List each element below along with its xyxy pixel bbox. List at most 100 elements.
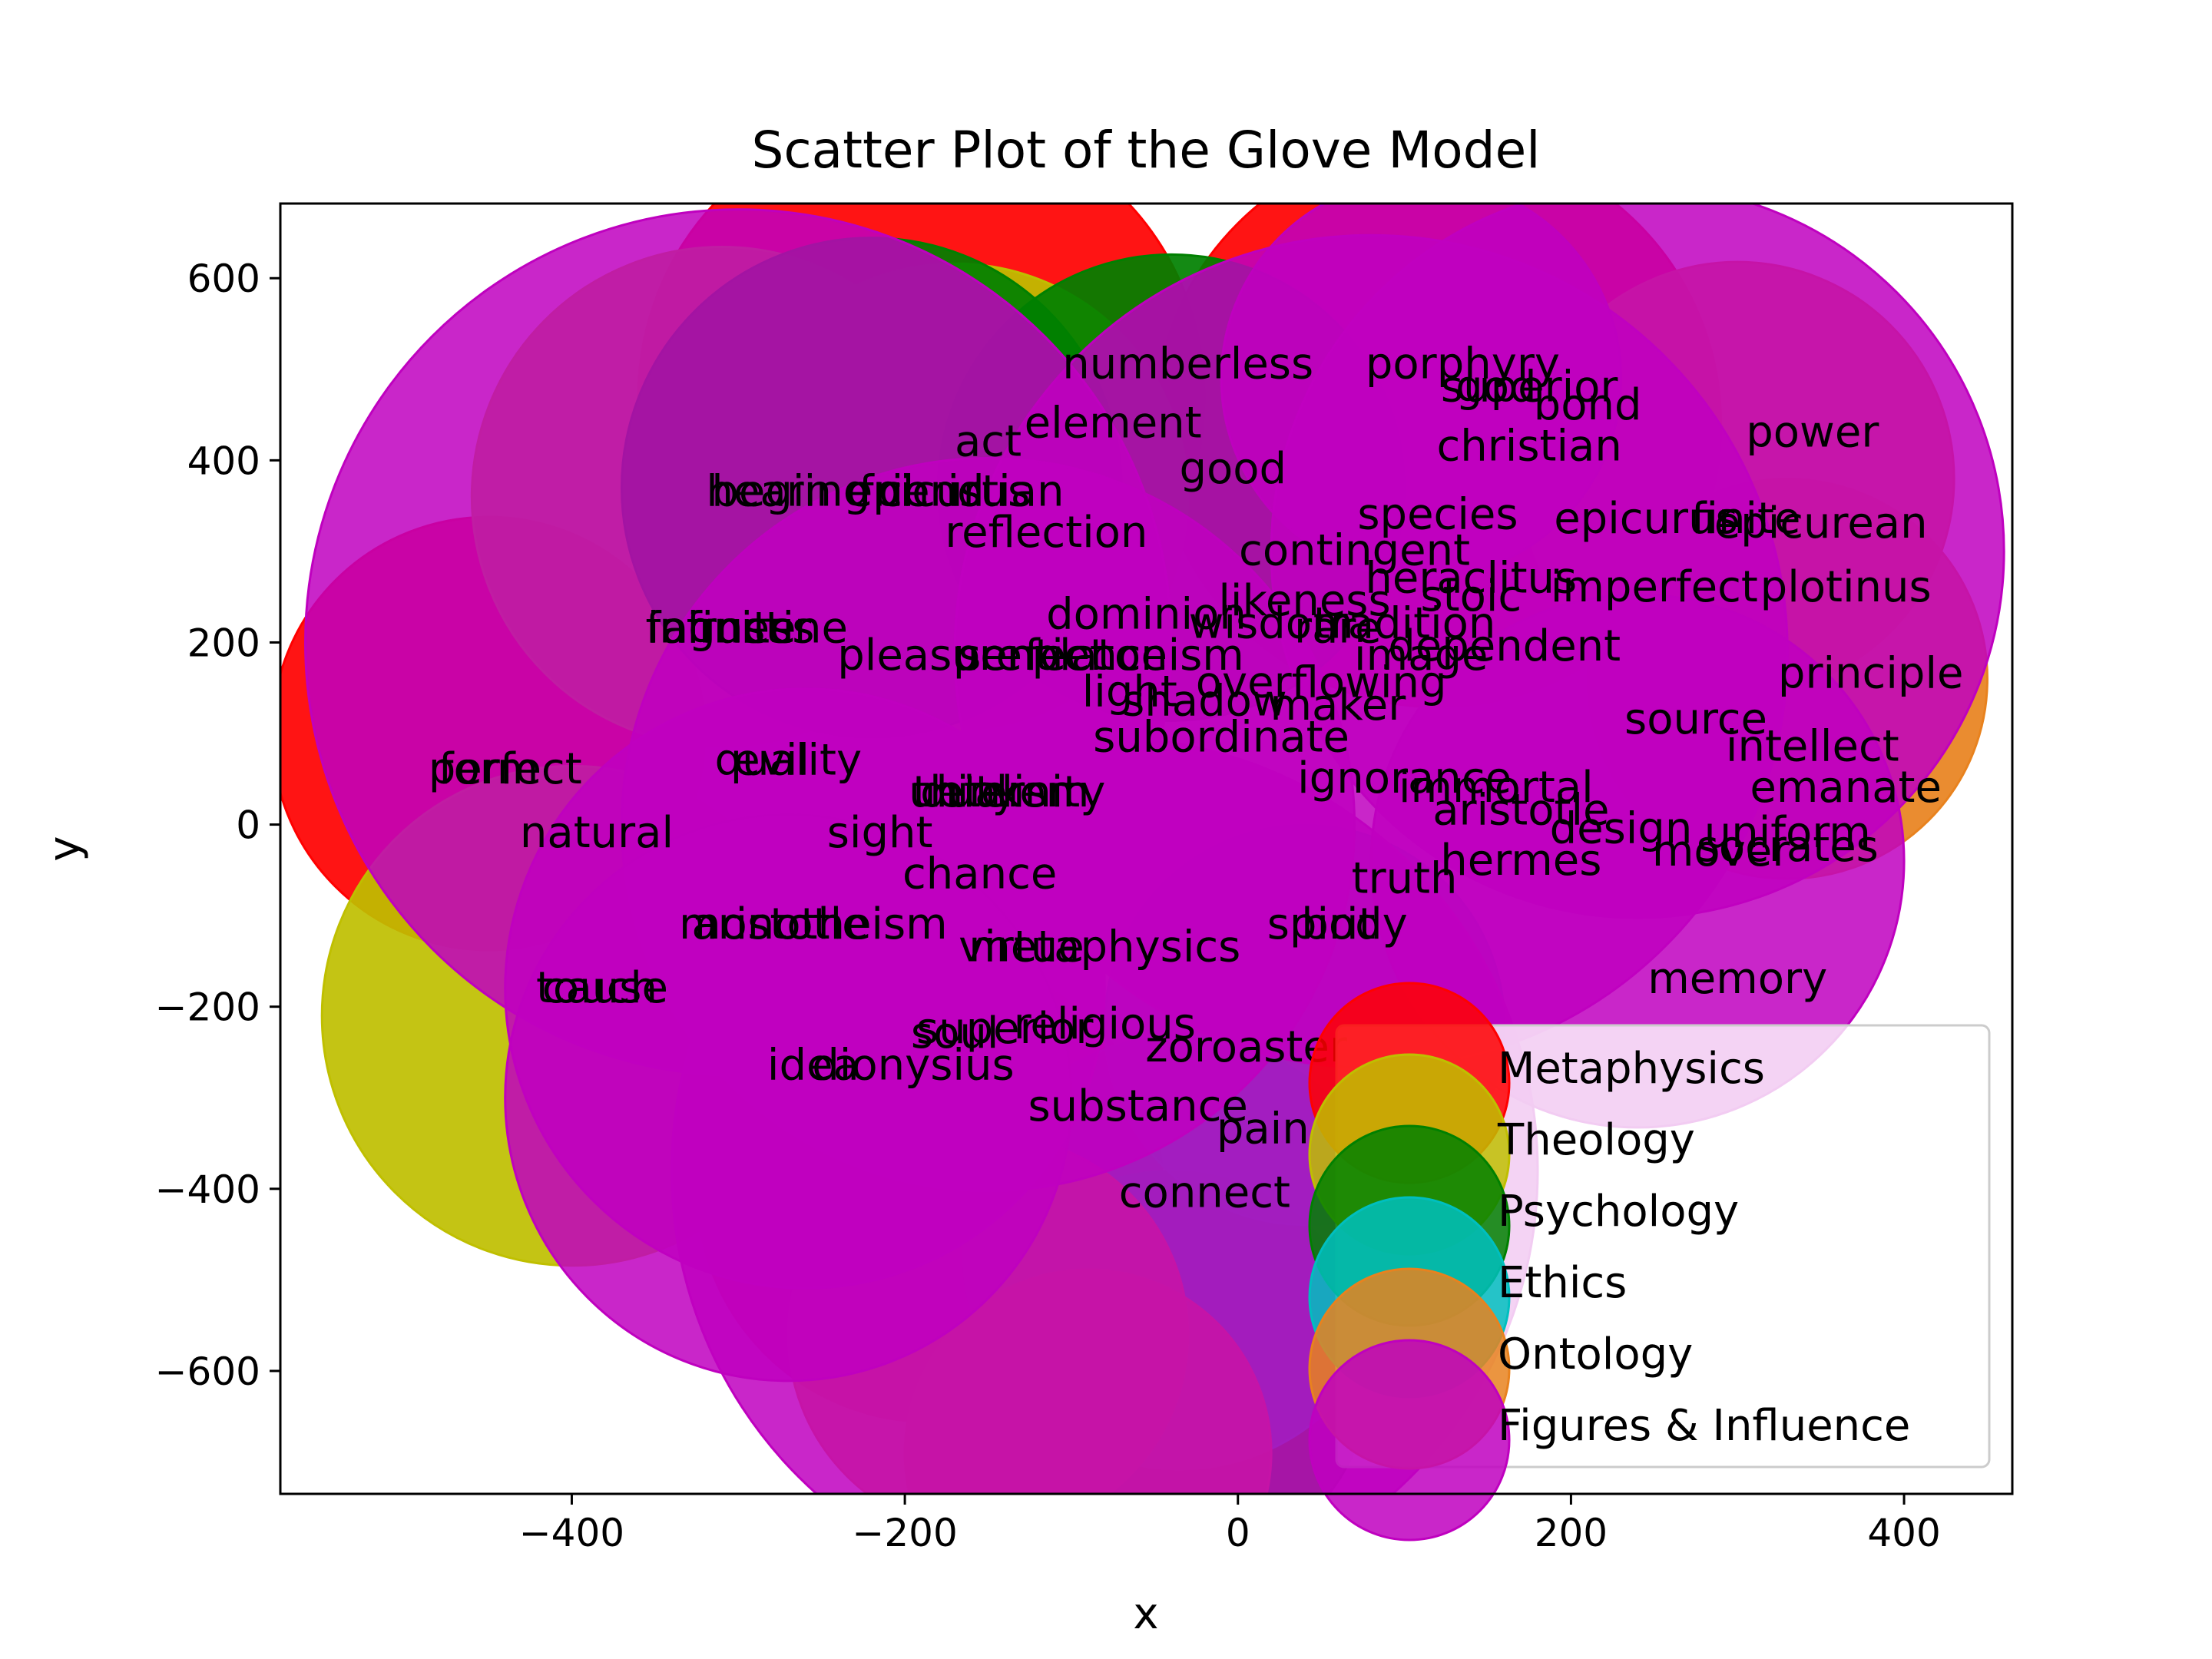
- word-label-10: begin: [711, 467, 832, 517]
- word-label-39: overflowing: [1196, 658, 1447, 708]
- legend-label-2: Psychology: [1498, 1187, 1739, 1237]
- word-label-5: power: [1746, 408, 1879, 458]
- y-tick-label-2: 200: [187, 621, 260, 665]
- word-label-44: source: [1624, 694, 1767, 744]
- y-tick-label-4: −200: [155, 985, 260, 1030]
- word-label-74: memory: [1647, 954, 1827, 1004]
- word-label-77: religious: [1014, 999, 1196, 1049]
- word-label-9: hearing: [706, 467, 870, 517]
- word-label-76: touch: [536, 963, 657, 1013]
- x-axis-ticks: −400 −200 0 200 400: [519, 1494, 1941, 1555]
- word-label-56: dualism: [920, 767, 1089, 817]
- word-label-79: soul: [911, 1008, 999, 1058]
- word-label-13: christian: [879, 467, 1064, 517]
- x-tick-label-0: −400: [519, 1511, 624, 1555]
- word-label-70: metaphysics: [969, 922, 1240, 972]
- word-label-69: monotheism: [679, 899, 948, 949]
- word-label-59: design: [1550, 803, 1693, 853]
- word-label-20: contingent: [1239, 526, 1470, 576]
- word-label-55: thinker: [912, 767, 1064, 817]
- word-label-78: superior: [916, 1004, 1094, 1054]
- x-tick-label-3: 200: [1535, 1511, 1608, 1555]
- word-label-33: dependent: [1388, 621, 1621, 671]
- x-axis-label: x: [1133, 1589, 1158, 1639]
- word-label-30: infinite: [647, 603, 796, 653]
- x-tick-label-4: 400: [1867, 1511, 1940, 1555]
- legend-label-5: Figures & Influence: [1498, 1401, 1910, 1451]
- legend-label-4: Ontology: [1498, 1330, 1693, 1379]
- word-label-32: agustine: [662, 603, 848, 653]
- y-tick-label-6: −600: [155, 1349, 260, 1394]
- word-label-75: cause: [542, 963, 668, 1013]
- word-label-19: reflection: [945, 508, 1147, 558]
- word-label-42: maker: [1270, 680, 1406, 730]
- word-label-65: hermes: [1440, 836, 1601, 886]
- word-label-37: platonism: [1031, 631, 1243, 680]
- word-label-4: bond: [1534, 380, 1642, 430]
- word-label-21: heraclitus: [1365, 553, 1577, 603]
- word-label-29: rare: [1294, 603, 1382, 653]
- word-label-3: superior: [1441, 362, 1619, 412]
- word-label-83: substance: [1028, 1081, 1247, 1131]
- word-label-45: subordinate: [1093, 713, 1349, 763]
- word-label-58: aristotle: [1432, 786, 1609, 836]
- x-tick-label-1: −200: [852, 1511, 957, 1555]
- word-label-26: dominion: [1046, 590, 1247, 640]
- word-label-50: evil: [733, 735, 810, 785]
- bubble-figures-influence-8: [1220, 204, 1622, 580]
- x-tick-label-2: 0: [1226, 1511, 1250, 1555]
- word-label-43: principle: [1778, 649, 1964, 699]
- y-tick-label-0: 600: [187, 257, 260, 301]
- word-label-24: stoic: [1420, 571, 1522, 621]
- word-label-11: friend: [859, 467, 985, 517]
- plot-frame: [279, 202, 2014, 1495]
- word-label-84: pain: [1217, 1104, 1310, 1154]
- word-label-66: chance: [902, 849, 1057, 899]
- word-label-22: imperfect: [1551, 562, 1758, 612]
- word-label-36: sentience: [959, 631, 1167, 680]
- word-label-71: virtue: [959, 922, 1084, 972]
- word-label-40: light: [1082, 667, 1177, 717]
- word-label-52: immortal: [1399, 763, 1594, 813]
- legend-label-0: Metaphysics: [1498, 1044, 1765, 1094]
- word-label-82: idea: [767, 1041, 859, 1091]
- legend-label-1: Theology: [1497, 1115, 1695, 1165]
- word-label-49: quality: [715, 735, 863, 785]
- word-label-38: image: [1354, 631, 1488, 680]
- word-label-28: wisdom: [1189, 599, 1354, 649]
- word-label-0: numberless: [1062, 339, 1313, 389]
- word-label-15: species: [1357, 489, 1518, 539]
- word-label-layer: numberless porphyrygodsuperiorbondpowerel…: [429, 339, 1964, 1218]
- word-label-81: dionysius: [812, 1041, 1014, 1091]
- y-tick-label-1: 400: [187, 439, 260, 483]
- word-label-2: god: [1455, 362, 1536, 412]
- word-label-34: pleasure: [837, 631, 1022, 680]
- word-label-6: element: [1025, 399, 1202, 449]
- word-label-60: uniform: [1704, 808, 1871, 858]
- legend-label-3: Ethics: [1498, 1258, 1627, 1308]
- y-tick-label-3: 0: [236, 803, 260, 848]
- word-label-61: natural: [520, 808, 674, 858]
- word-label-51: ignorance: [1297, 753, 1512, 803]
- word-label-17: finite: [1691, 494, 1801, 544]
- word-label-63: socrates: [1697, 822, 1879, 872]
- word-label-85: connect: [1119, 1168, 1290, 1218]
- word-label-46: intellect: [1726, 722, 1899, 772]
- word-label-41: shadow: [1122, 676, 1287, 726]
- word-label-68: aristotle: [691, 899, 868, 949]
- word-label-54: unity: [909, 767, 1018, 817]
- word-label-48: form: [439, 744, 539, 794]
- word-label-73: body: [1301, 899, 1408, 949]
- word-label-35: perfect: [953, 631, 1107, 680]
- word-label-72: spirit: [1267, 899, 1376, 949]
- y-tick-label-5: −400: [155, 1167, 260, 1212]
- bubble-figures-influence-7: [504, 813, 1073, 1382]
- word-label-12: epicurus: [846, 467, 1031, 517]
- y-axis-ticks: 600 400 200 0 −200 −400 −600: [155, 257, 280, 1394]
- word-label-16: epicurus: [1554, 494, 1738, 544]
- legend-marker-5: [1308, 1339, 1511, 1541]
- legend: Metaphysics Theology Psychology Ethics Ontol…: [1308, 982, 1991, 1541]
- word-label-27: tradition: [1313, 599, 1496, 649]
- word-label-53: emanate: [1750, 763, 1942, 813]
